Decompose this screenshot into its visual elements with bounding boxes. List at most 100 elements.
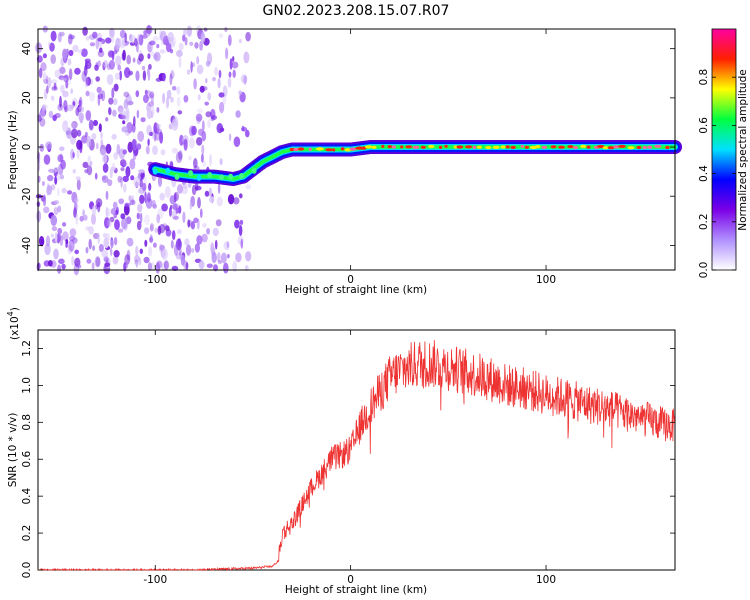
spectrogram-noise-blob: [165, 225, 170, 232]
spectrogram-noise-blob: [166, 89, 172, 100]
spectrogram-noise-blob: [147, 262, 152, 271]
spectrogram-noise-blob: [56, 173, 61, 181]
spectrogram-noise-blob: [135, 259, 138, 268]
spectrogram-noise-blob: [219, 158, 223, 166]
spectrogram-noise-blob: [232, 56, 235, 62]
spectrogram-noise-blob: [83, 64, 88, 77]
spectrogram-trace-peak: [325, 148, 333, 152]
spectrogram-noise-blob: [232, 260, 238, 273]
spectrogram-noise-blob: [85, 246, 89, 254]
spectrogram-noise-blob: [189, 41, 194, 46]
spectrogram-noise-blob: [110, 239, 114, 249]
spectrogram-trace-peak: [602, 146, 609, 150]
spectrogram-noise-blob: [227, 194, 235, 205]
spectrogram-noise-blob: [155, 262, 160, 274]
spectrogram-noise-blob: [67, 190, 73, 195]
spectrogram-noise-blob: [111, 133, 117, 140]
spectrogram-noise-blob: [148, 101, 155, 107]
spectrogram-noise-blob: [184, 36, 188, 46]
spectrogram-noise-blob: [46, 85, 49, 94]
spectrogram-noise-blob: [127, 141, 134, 153]
spectrogram-noise-blob: [176, 229, 182, 235]
spectrogram-noise-blob: [94, 255, 101, 268]
spectrogram-noise-blob: [197, 197, 201, 209]
figure-title: GN02.2023.208.15.07.R07: [263, 3, 450, 19]
spectrogram-trace-peak: [520, 144, 524, 148]
spectrogram-noise-blob: [116, 143, 121, 155]
spectrogram-noise-blob: [96, 142, 99, 150]
spectrogram-noise-blob: [148, 182, 152, 191]
spectrogram-noise-blob: [144, 214, 150, 226]
spectrogram-noise-blob: [240, 74, 248, 84]
spectrogram-noise-blob: [113, 237, 118, 246]
spectrogram-noise-blob: [174, 192, 177, 203]
spectrogram-noise-blob: [147, 138, 150, 146]
spectrogram-noise-blob: [67, 33, 73, 45]
spectrogram-noise-blob: [217, 260, 222, 264]
spectrogram-noise-blob: [122, 39, 126, 47]
spectrogram-noise-blob: [136, 109, 140, 119]
spectrogram-noise-blob: [103, 60, 109, 69]
spectrogram-trace-peak: [428, 144, 435, 149]
spectrogram-noise-blob: [61, 263, 66, 270]
spectrogram-noise-blob: [161, 248, 168, 261]
spectrogram-trace-peak: [618, 144, 626, 148]
spectrogram-noise-blob: [48, 110, 54, 118]
spectrogram-noise-blob: [105, 143, 112, 154]
spectrogram-trace-peak: [412, 145, 420, 149]
spectrogram-noise-blob: [144, 89, 148, 95]
spectrogram-noise-blob: [86, 258, 92, 264]
spectrogram-trace-peak: [654, 144, 662, 148]
spectrogram-noise-blob: [139, 178, 143, 188]
spectrogram-noise-blob: [245, 129, 250, 138]
spectrogram-noise-blob: [206, 228, 211, 235]
spectrogram-noise-blob: [71, 255, 75, 266]
spectrogram-noise-blob: [121, 217, 128, 230]
spectrogram-noise-blob: [129, 158, 136, 170]
spectrogram-noise-blob: [121, 126, 128, 133]
spectrogram-noise-blob: [239, 193, 243, 199]
spectrogram-noise-blob: [138, 169, 145, 174]
spectrogram-noise-blob: [148, 131, 154, 136]
spectrogram-trace-peak: [597, 144, 605, 149]
spectrogram-noise-blob: [205, 111, 212, 118]
spectrogram-noise-blob: [148, 63, 152, 70]
spectrogram-noise-blob: [178, 150, 183, 160]
spectrogram-noise-blob: [201, 120, 205, 132]
spectrogram-trace-peak: [349, 147, 357, 151]
spectrogram-noise-blob: [75, 176, 81, 181]
spectrogram-y-tick-label: -20: [21, 188, 33, 205]
spectrogram-noise-blob: [118, 198, 125, 205]
spectrogram-noise-blob: [45, 141, 53, 150]
spectrogram-noise-blob: [54, 176, 58, 185]
spectrogram-noise-blob: [190, 248, 195, 253]
spectrogram-noise-blob: [58, 75, 65, 81]
spectrogram-noise-blob: [41, 104, 46, 111]
spectrogram-trace-peak: [558, 145, 565, 149]
spectrogram-noise-blob: [117, 64, 122, 71]
spectrogram-noise-blob: [201, 144, 205, 155]
spectrogram-noise-blob: [212, 227, 219, 237]
spectrogram-noise-blob: [198, 128, 204, 136]
spectrogram-noise-blob: [212, 77, 216, 82]
spectrogram-noise-blob: [179, 134, 184, 146]
spectrogram-noise-blob: [82, 209, 85, 217]
spectrogram-noise-blob: [88, 238, 92, 250]
spectrogram-noise-blob: [126, 54, 131, 65]
spectrogram-noise-blob: [114, 219, 120, 231]
snr-x-tick-label: 100: [536, 574, 556, 586]
spectrogram-noise-blob: [182, 34, 186, 42]
spectrogram-x-ticks: -100 0 100: [143, 29, 556, 286]
spectrogram-noise-blob: [245, 251, 252, 262]
spectrogram-trace-peak: [444, 144, 448, 148]
spectrogram-noise-blob: [170, 96, 174, 103]
spectrogram-noise-blob: [51, 226, 58, 232]
colorbar-gradient: [711, 28, 737, 271]
spectrogram-noise-blob: [173, 215, 179, 220]
spectrogram-noise-blob: [122, 175, 129, 183]
spectrogram-noise-blob: [183, 183, 188, 190]
spectrogram-noise-blob: [195, 113, 203, 122]
spectrogram-noise-blob: [155, 128, 163, 135]
spectrogram-noise-blob: [243, 75, 247, 85]
spectrogram-noise-blob: [68, 239, 75, 252]
